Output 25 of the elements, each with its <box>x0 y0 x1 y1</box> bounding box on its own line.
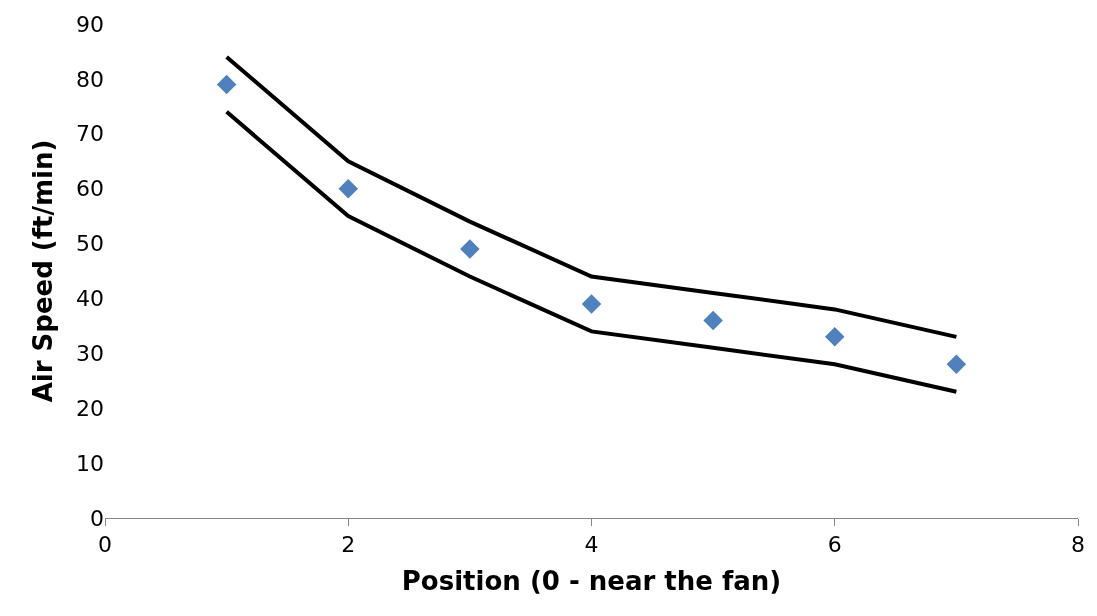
point <box>338 178 358 199</box>
y-tick-label: 70 <box>76 121 104 147</box>
y-tick-label: 40 <box>76 286 104 312</box>
y-tick-label: 60 <box>76 176 104 202</box>
y-axis-title: Air Speed (ft/min) <box>28 139 59 403</box>
line-series <box>224 54 959 339</box>
point <box>216 74 237 95</box>
y-tick-label: 90 <box>76 11 104 37</box>
point <box>703 310 723 331</box>
y-tick-label: 0 <box>90 505 104 531</box>
y-tick-label: 10 <box>76 450 104 476</box>
line-series <box>224 109 959 394</box>
point <box>825 327 845 347</box>
x-tick-label: 8 <box>1071 532 1085 558</box>
x-tick-label: 4 <box>584 532 599 558</box>
x-tick-label: 6 <box>827 532 842 558</box>
y-tick-label: 20 <box>76 395 104 421</box>
y-tick-label: 80 <box>76 66 104 92</box>
point <box>946 354 967 375</box>
point <box>460 239 480 259</box>
x-axis-title: Position (0 - near the fan) <box>401 566 782 597</box>
x-tick-label: 2 <box>341 532 356 558</box>
y-tick-label: 50 <box>76 231 104 257</box>
y-tick-label: 30 <box>76 341 104 367</box>
point <box>581 294 602 314</box>
